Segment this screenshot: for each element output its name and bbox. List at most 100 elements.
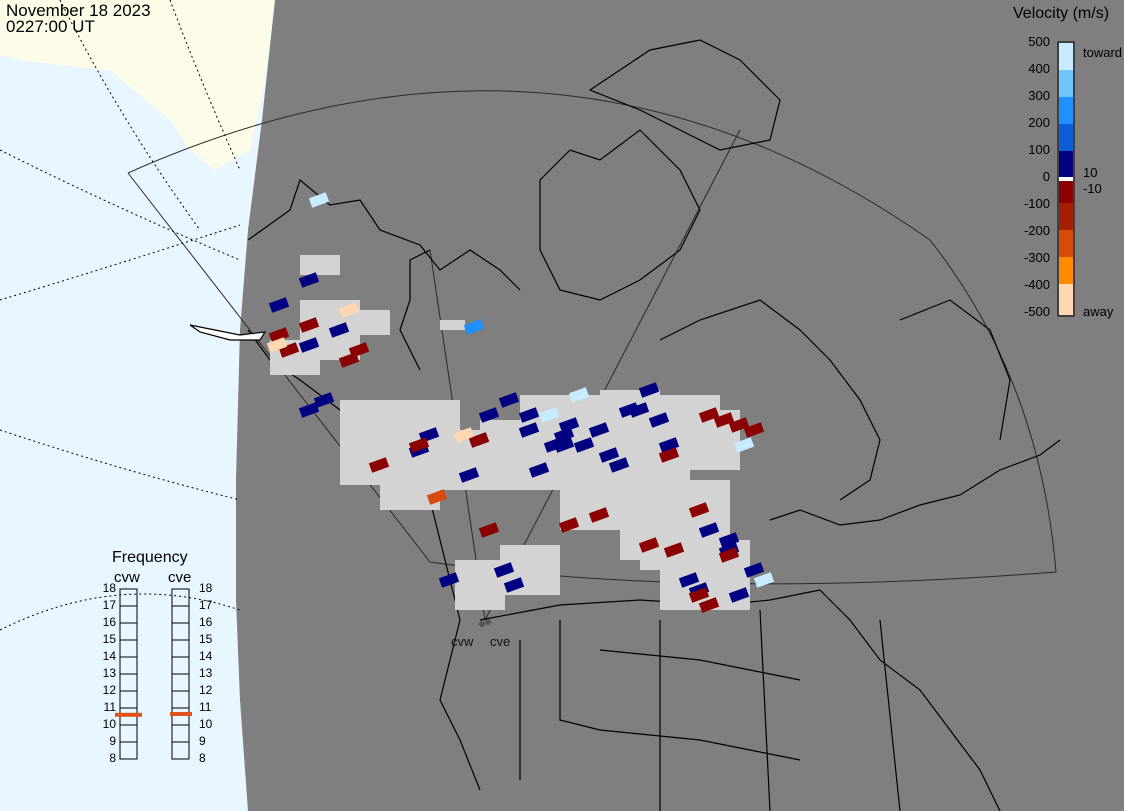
velocity-tick-minus100: -100: [1023, 196, 1050, 211]
velocity-cell-navy: [478, 407, 500, 423]
velocity-cell-navy: [678, 572, 700, 588]
velocity-cell-peach: [338, 302, 360, 318]
frequency-label-cve: 9: [199, 734, 206, 748]
velocity-cell-dark-red: [468, 432, 490, 448]
frequency-title: Frequency: [112, 549, 188, 566]
frequency-label-cvw: 17: [102, 598, 116, 612]
frequency-marker-cvw: [115, 712, 142, 717]
velocity-cell-navy: [313, 392, 335, 408]
velocity-cell-navy: [438, 572, 460, 588]
velocity-tick-10: 10: [1083, 165, 1098, 180]
velocity-cell-navy: [503, 577, 525, 593]
velocity-legend-title: Velocity (m/s): [1013, 5, 1110, 22]
velocity-cell-navy: [518, 422, 540, 438]
velocity-tick-100: 100: [1028, 142, 1050, 157]
velocity-cell-navy: [493, 562, 515, 578]
frequency-label-cve: 11: [199, 700, 212, 714]
velocity-cell-navy: [628, 402, 650, 418]
date-label: November 18 2023: [6, 1, 151, 20]
velocity-cell-dark-red: [663, 542, 685, 558]
frequency-label-cve: 13: [199, 666, 213, 680]
radar-site-cve: [485, 619, 491, 625]
velocity-cell-dark-red: [588, 507, 610, 523]
frequency-radar-cve: cve: [168, 569, 192, 586]
velocity-cell-navy: [553, 437, 575, 453]
velocity-tick-minus200: -200: [1023, 223, 1050, 238]
frequency-radar-cvw: cvw: [114, 569, 140, 586]
frequency-label-cvw: 12: [102, 683, 116, 697]
time-label: 0227:00 UT: [6, 17, 95, 36]
velocity-tick-minus500: -500: [1023, 304, 1050, 319]
velocity-cell-navy: [298, 402, 320, 418]
velocity-cell-dark-red: [278, 342, 300, 358]
frequency-label-cve: 15: [199, 632, 213, 646]
velocity-cell-navy: [638, 382, 660, 398]
away-label: away: [1083, 304, 1114, 319]
frequency-label-cvw: 14: [102, 649, 116, 663]
velocity-cell-navy: [528, 462, 550, 478]
velocity-cell-navy: [598, 447, 620, 463]
velocity-tick-minus300: -300: [1023, 250, 1050, 265]
velocity-cell-dark-red: [408, 437, 430, 453]
velocity-cell-light-blue: [568, 387, 590, 403]
velocity-cell-navy: [298, 272, 320, 288]
velocity-cell-light-blue: [733, 437, 755, 453]
velocity-cell-navy: [698, 522, 720, 538]
velocity-cell-navy: [658, 437, 680, 453]
velocity-cell-light-blue: [753, 572, 775, 588]
velocity-cell-dark-red: [718, 547, 740, 563]
frequency-label-cvw: 18: [102, 581, 116, 595]
frequency-label-cve: 14: [199, 649, 213, 663]
frequency-label-cve: 17: [199, 598, 213, 612]
velocity-cell-dark-red: [688, 587, 710, 603]
frequency-label-cvw: 9: [109, 734, 116, 748]
velocity-cells: [266, 192, 775, 613]
velocity-cell-navy: [543, 437, 565, 453]
velocity-cell-dark-red: [268, 327, 290, 343]
frequency-label-cve: 12: [199, 683, 213, 697]
radar-site-cvw: [479, 621, 485, 627]
velocity-cell-navy: [728, 587, 750, 603]
frequency-label-cvw: 11: [103, 700, 116, 714]
velocity-tick-200: 200: [1028, 115, 1050, 130]
velocity-cell-dark-red: [698, 597, 720, 613]
site-label-cvw: cvw: [451, 634, 474, 649]
velocity-tick-500: 500: [1028, 34, 1050, 49]
velocity-tick-400: 400: [1028, 61, 1050, 76]
frequency-ticks: [120, 588, 189, 760]
velocity-cell-navy: [298, 337, 320, 353]
velocity-cell-navy: [573, 437, 595, 453]
velocity-cell-red-orange: [426, 489, 448, 505]
site-label-cve: cve: [490, 634, 511, 649]
velocity-cell-navy: [618, 402, 640, 418]
frequency-label-cvw: 10: [102, 717, 116, 731]
velocity-cell-navy: [718, 532, 740, 548]
velocity-colorbar: [1057, 41, 1075, 317]
velocity-cell-navy: [743, 562, 765, 578]
scatter-region: [350, 310, 390, 335]
velocity-cell-navy: [608, 457, 630, 473]
velocity-cell-peach: [266, 337, 288, 353]
frequency-label-cve: 18: [199, 581, 213, 595]
velocity-cell-navy: [268, 297, 290, 313]
scatter-region: [300, 255, 340, 275]
velocity-cell-dark-red: [558, 517, 580, 533]
velocity-cell-navy: [498, 392, 520, 408]
velocity-cell-dark-red: [368, 457, 390, 473]
scatter-region: [440, 320, 465, 330]
velocity-cell-dark-red: [698, 407, 720, 423]
velocity-cell-navy: [588, 422, 610, 438]
velocity-cell-navy: [518, 407, 540, 423]
velocity-cell-dark-red: [338, 352, 360, 368]
frequency-label-cvw: 13: [102, 666, 116, 680]
velocity-tick-minus10: -10: [1083, 181, 1102, 196]
velocity-cell-sky-blue: [463, 319, 485, 335]
frequency-marker-cve: [170, 711, 192, 716]
velocity-tick-300: 300: [1028, 88, 1050, 103]
daylight-land-alaska: [0, 0, 275, 170]
velocity-cell-dark-red: [688, 502, 710, 518]
velocity-cell-navy: [458, 467, 480, 483]
velocity-cell-dark-red: [728, 417, 750, 433]
velocity-cell-dark-red: [743, 422, 765, 438]
frequency-label-cvw: 15: [102, 632, 116, 646]
